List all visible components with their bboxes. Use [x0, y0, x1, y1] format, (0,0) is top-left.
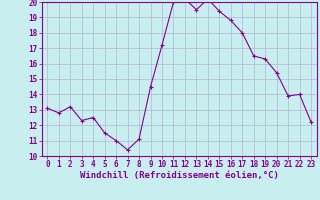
X-axis label: Windchill (Refroidissement éolien,°C): Windchill (Refroidissement éolien,°C): [80, 171, 279, 180]
